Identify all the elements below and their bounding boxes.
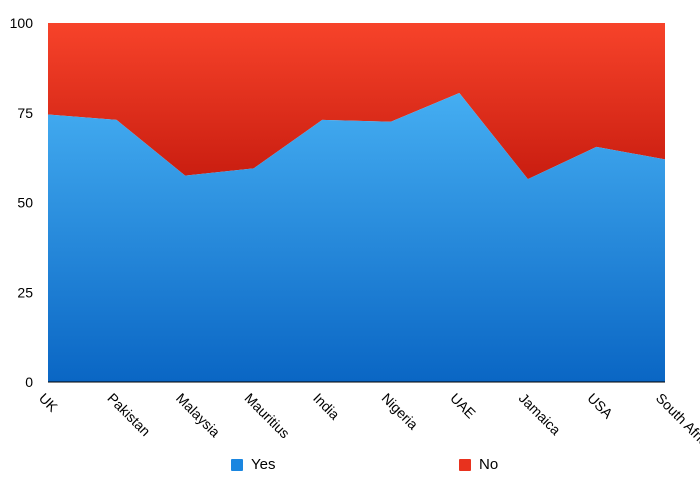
- x-tick-label: Mauritius: [242, 390, 293, 441]
- legend-swatch-no: [459, 458, 471, 471]
- series-area-yes: [48, 93, 665, 382]
- y-tick-label: 100: [10, 15, 34, 31]
- x-tick-label: South Africa: [653, 390, 700, 455]
- plot-area: [48, 23, 665, 382]
- x-tick-label: India: [310, 390, 343, 423]
- x-tick-label: UAE: [447, 390, 479, 422]
- y-axis: 0 25 50 75 100: [10, 15, 34, 390]
- x-tick-label: UK: [36, 390, 62, 416]
- x-tick-label: Malaysia: [173, 390, 224, 441]
- y-tick-label: 25: [17, 284, 33, 300]
- x-tick-label: Jamaica: [516, 390, 564, 438]
- x-tick-label: Nigeria: [379, 390, 422, 433]
- legend-swatch-yes: [231, 458, 243, 471]
- y-tick-label: 75: [17, 105, 33, 121]
- legend-label-yes: Yes: [251, 456, 276, 473]
- legend-item-no: No: [459, 456, 498, 473]
- x-tick-label: USA: [584, 390, 616, 422]
- x-tick-label: Pakistan: [104, 390, 153, 439]
- y-tick-label: 50: [17, 195, 33, 211]
- series-area-no: [48, 23, 665, 180]
- x-axis: UK Pakistan Malaysia Mauritius India Nigeria U…: [36, 390, 700, 455]
- legend-item-yes: Yes: [231, 456, 275, 473]
- y-tick-label: 0: [25, 374, 33, 390]
- legend-label-no: No: [479, 456, 499, 473]
